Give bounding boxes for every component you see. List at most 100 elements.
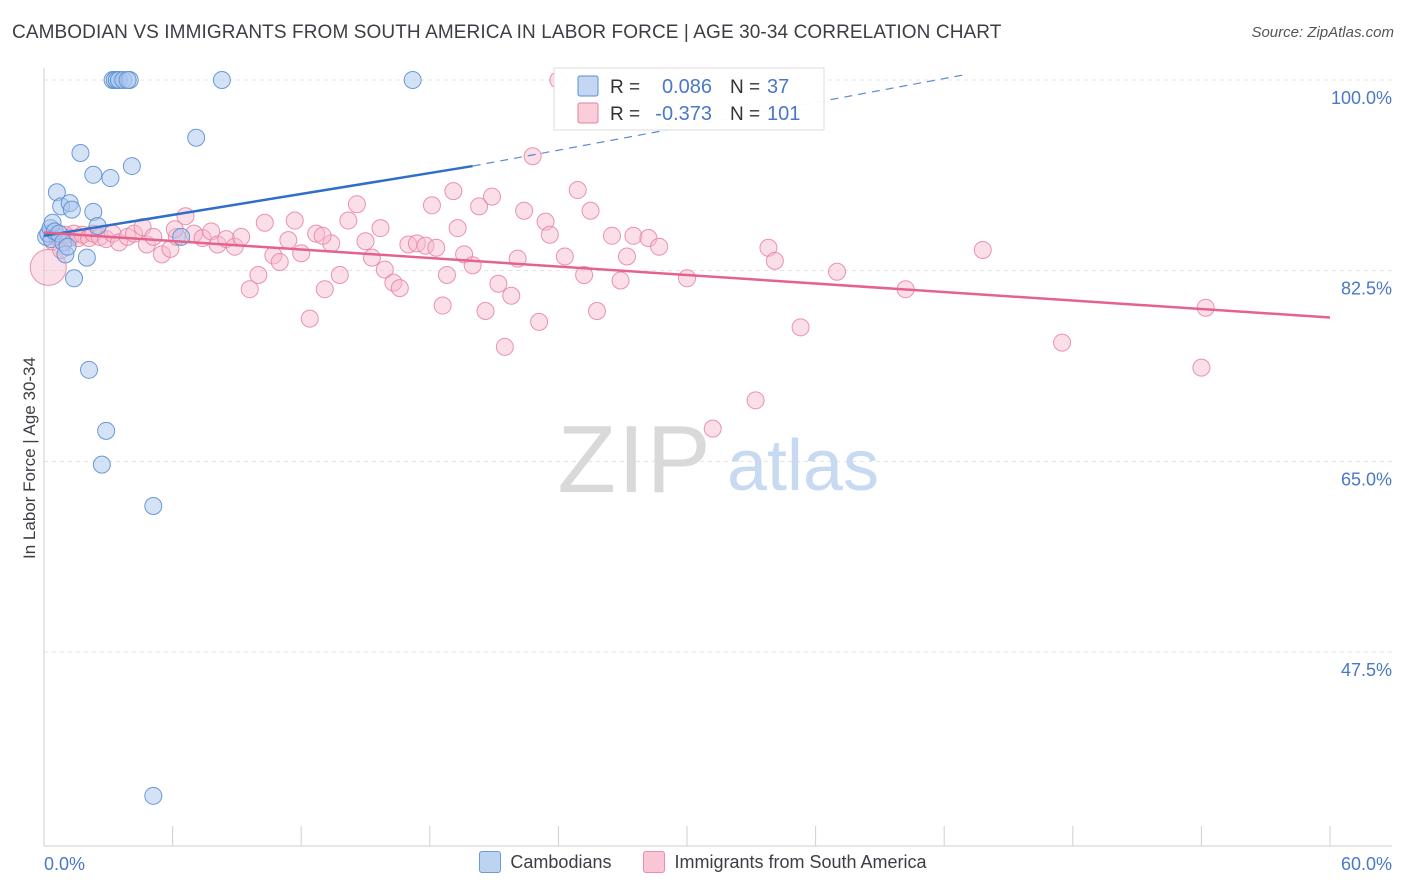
stats-legend-frame — [553, 67, 825, 131]
data-point-immigrants — [515, 201, 534, 220]
data-point-immigrants — [375, 260, 394, 279]
y-tick-label: 100.0% — [1331, 88, 1392, 108]
data-point-cambodians — [80, 360, 99, 379]
data-point-immigrants — [575, 266, 594, 285]
legend-label-cambodians: Cambodians — [510, 851, 612, 872]
data-point-immigrants — [650, 237, 669, 256]
data-point-immigrants — [362, 248, 381, 267]
data-point-immigrants — [390, 279, 409, 298]
data-point-immigrants — [144, 227, 163, 246]
watermark-zip: ZIP — [557, 406, 712, 513]
data-point-immigrants — [476, 301, 495, 320]
data-point-immigrants — [587, 301, 606, 320]
data-point-immigrants — [746, 391, 765, 410]
grid-lines — [44, 79, 1392, 653]
data-point-immigrants — [416, 236, 435, 255]
data-point-immigrants — [568, 181, 587, 200]
trend-line-immigrants — [43, 231, 1331, 319]
bottom-legend: Cambodians Immigrants from South America — [0, 851, 1406, 873]
stats-legend-n-label: N = — [730, 77, 760, 98]
data-point-immigrants — [489, 274, 508, 293]
stats-legend-n-value: 101 — [767, 103, 800, 125]
data-point-immigrants — [315, 280, 334, 299]
stats-legend-n-label: N = — [730, 104, 760, 125]
data-point-cambodians — [118, 71, 137, 89]
y-tick-label: 65.0% — [1341, 469, 1392, 489]
data-point-immigrants — [448, 219, 467, 238]
stats-legend-r-value: -0.373 — [655, 103, 712, 125]
trend-line-cambodians — [43, 164, 473, 238]
data-point-immigrants — [482, 187, 501, 206]
data-point-cambodians — [65, 269, 84, 288]
watermark-atlas: atlas — [727, 426, 879, 506]
y-tick-label: 47.5% — [1341, 660, 1392, 680]
data-point-immigrants — [202, 222, 221, 241]
data-point-immigrants — [602, 226, 621, 245]
data-point-immigrants — [502, 286, 521, 305]
data-point-cambodians — [62, 200, 81, 219]
data-point-immigrants — [437, 266, 456, 285]
data-point-cambodians — [144, 786, 163, 805]
data-point-immigrants — [422, 196, 441, 215]
data-point-immigrants — [624, 226, 643, 245]
data-point-immigrants — [973, 240, 992, 259]
data-point-immigrants — [29, 248, 67, 286]
data-point-immigrants — [581, 201, 600, 220]
chart-title: CAMBODIAN VS IMMIGRANTS FROM SOUTH AMERI… — [12, 22, 1002, 43]
data-point-immigrants — [611, 271, 630, 290]
data-point-immigrants — [347, 195, 366, 214]
data-point-immigrants — [285, 211, 304, 230]
data-point-immigrants — [555, 247, 574, 266]
data-point-immigrants — [433, 296, 452, 315]
data-point-immigrants — [330, 266, 349, 285]
stats-legend-r-label: R = — [610, 104, 640, 125]
legend-item-immigrants[interactable]: Immigrants from South America — [643, 851, 927, 873]
series-cambodians — [37, 71, 422, 805]
data-point-cambodians — [58, 237, 77, 256]
series-immigrants-south-america — [29, 71, 1215, 438]
data-point-immigrants — [703, 419, 722, 438]
data-point-immigrants — [530, 312, 549, 331]
data-point-immigrants — [270, 252, 289, 271]
data-point-immigrants — [759, 238, 778, 257]
stats-legend: R = 0.086 N = 37 R = -0.373 N = 101 — [553, 67, 825, 131]
y-tick-labels: 100.0% 82.5% 65.0% 47.5% — [1331, 88, 1392, 680]
stats-legend-r-value: 0.086 — [662, 76, 712, 98]
data-point-immigrants — [249, 266, 268, 285]
watermark: ZIP atlas — [557, 406, 879, 513]
data-point-cambodians — [92, 455, 111, 474]
data-point-immigrants — [427, 238, 446, 257]
data-point-cambodians — [144, 497, 163, 516]
x-tick-label-min: 0.0% — [44, 854, 85, 874]
data-point-immigrants — [232, 227, 251, 246]
y-tick-label: 82.5% — [1341, 279, 1392, 299]
legend-item-cambodians[interactable]: Cambodians — [479, 851, 611, 873]
legend-swatch-pink — [643, 851, 666, 873]
data-point-immigrants — [279, 231, 298, 250]
data-point-cambodians — [71, 143, 90, 162]
data-point-immigrants — [1192, 358, 1211, 377]
data-point-immigrants — [617, 247, 636, 266]
data-point-cambodians — [403, 71, 422, 89]
stats-legend-r-label: R = — [610, 77, 640, 98]
data-point-immigrants — [371, 219, 390, 238]
data-point-cambodians — [97, 421, 116, 440]
data-point-cambodians — [122, 157, 141, 176]
data-point-immigrants — [523, 147, 542, 166]
source-label: Source: ZipAtlas.com — [1251, 24, 1394, 41]
data-point-cambodians — [187, 128, 206, 147]
x-tick-labels: 0.0% 60.0% — [44, 854, 1392, 874]
data-point-immigrants — [678, 269, 696, 288]
stats-legend-n-value: 37 — [767, 76, 789, 98]
stats-legend-swatch — [577, 102, 599, 124]
legend-label-immigrants: Immigrants from South America — [674, 851, 927, 872]
data-point-immigrants — [791, 318, 810, 337]
data-point-immigrants — [313, 226, 332, 245]
data-point-immigrants — [300, 309, 319, 328]
data-point-immigrants — [255, 213, 274, 232]
legend-swatch-blue — [479, 851, 502, 873]
data-point-immigrants — [240, 280, 259, 299]
data-point-immigrants — [828, 262, 847, 281]
axes — [43, 68, 1392, 847]
data-point-cambodians — [84, 165, 103, 184]
